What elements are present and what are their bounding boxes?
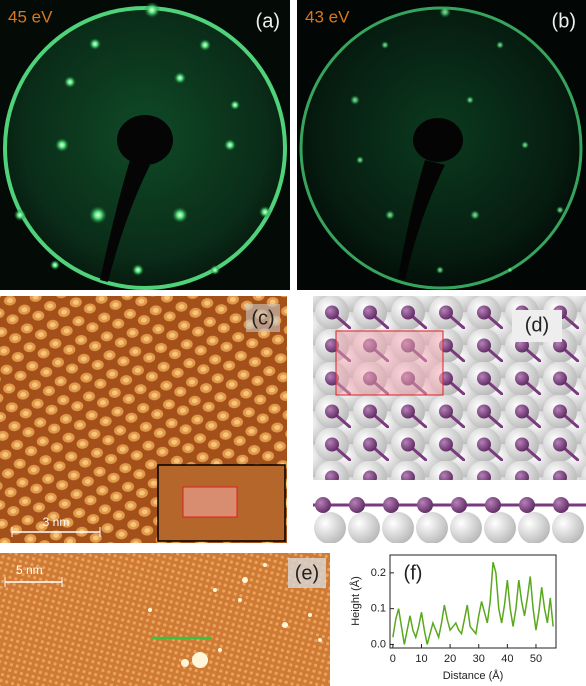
panel-c: 3 nm (c) xyxy=(0,296,287,543)
y-tick-label: 0.1 xyxy=(371,603,386,615)
panel-d: (d) xyxy=(313,296,586,546)
x-tick-label: 30 xyxy=(473,653,485,665)
panel-label: (e) xyxy=(295,562,319,584)
panel-label: (d) xyxy=(525,314,549,336)
panel-label: (a) xyxy=(256,10,280,32)
y-axis-label: Height (Å) xyxy=(349,576,362,626)
panel-label: (c) xyxy=(251,307,274,329)
x-tick-label: 20 xyxy=(444,653,456,665)
x-tick-label: 0 xyxy=(390,653,396,665)
panel-label: (f) xyxy=(404,562,423,584)
panel-a: 45 eV (a) xyxy=(0,0,290,290)
x-tick-label: 10 xyxy=(415,653,427,665)
panel-f: (f) Distance (Å) Height (Å) 0 10 20 30 40 50 0… xyxy=(349,554,557,682)
panel-label: (b) xyxy=(552,10,576,32)
panel-e: 5 nm (e) xyxy=(0,553,330,686)
profile-line xyxy=(392,561,554,645)
y-tick-label: 0.2 xyxy=(371,567,386,579)
energy-label: 43 eV xyxy=(305,7,350,26)
x-tick-label: 40 xyxy=(501,653,513,665)
scale-bar-label: 3 nm xyxy=(43,515,70,529)
y-tick-label: 0.0 xyxy=(371,638,386,650)
panel-b: 43 eV (b) xyxy=(297,0,586,290)
x-tick-label: 50 xyxy=(530,653,542,665)
scale-bar-label: 5 nm xyxy=(16,563,43,577)
x-axis-label: Distance (Å) xyxy=(443,669,504,682)
energy-label: 45 eV xyxy=(8,7,53,26)
